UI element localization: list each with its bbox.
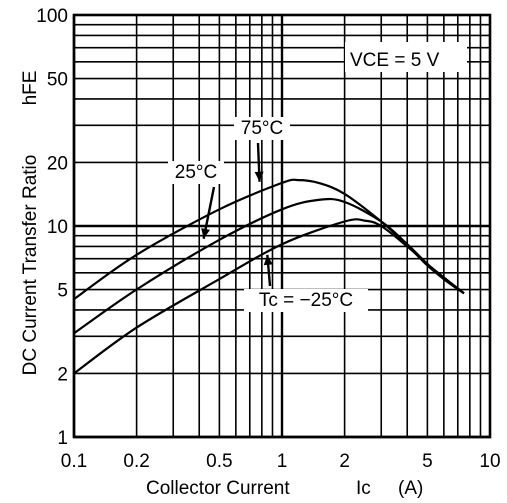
x-tick-label: 0.5 [206,451,232,472]
x-tick-label: 1 [277,451,288,472]
annotation-arrow-head [254,171,264,182]
tick-labels: 0.1 0.2 0.5 1 2 5 10 1 2 5 10 20 50 100 [36,6,500,472]
annotation-arrow-head [263,254,273,266]
plot-grid [72,13,492,439]
annotation-label: 75°C [241,118,283,139]
y-axis-label: DC Current Transfer Ratio [20,155,41,376]
y-tick-label: 5 [57,281,68,302]
annotation-arrow-head [201,228,211,239]
curve-annotations: 75°C 25°C Tc = −25°C [168,117,368,312]
x-tick-label: 10 [479,451,500,472]
annotation-label-bg [234,117,290,140]
plot-frame [72,13,492,439]
x-tick-label: 0.1 [61,451,87,472]
data-curves [73,178,465,375]
x-axis-unit: (A) [398,478,423,499]
y-tick-label: 50 [47,70,68,91]
x-tick-label: 0.2 [123,451,149,472]
condition-label: VCE = 5 V [350,50,440,71]
x-tick-label: 5 [422,451,433,472]
x-axis-symbol: Ic [356,478,371,499]
y-tick-label: 20 [47,153,68,174]
annotation-label: Tc = −25°C [259,290,353,311]
x-axis-label: Collector Current [146,478,290,499]
series-curve-2 [73,218,465,375]
annotation-label: 25°C [175,162,217,183]
y-tick-label: 100 [36,6,68,27]
x-tick-label: 2 [339,451,350,472]
y-axis-symbol: hFE [20,71,41,106]
annotation-label-bg [244,289,368,312]
annotation-label-bg [168,161,224,184]
y-tick-label: 10 [47,217,68,238]
y-tick-label: 1 [57,428,68,449]
condition-label-box [345,42,467,72]
y-tick-label: 2 [57,364,68,385]
